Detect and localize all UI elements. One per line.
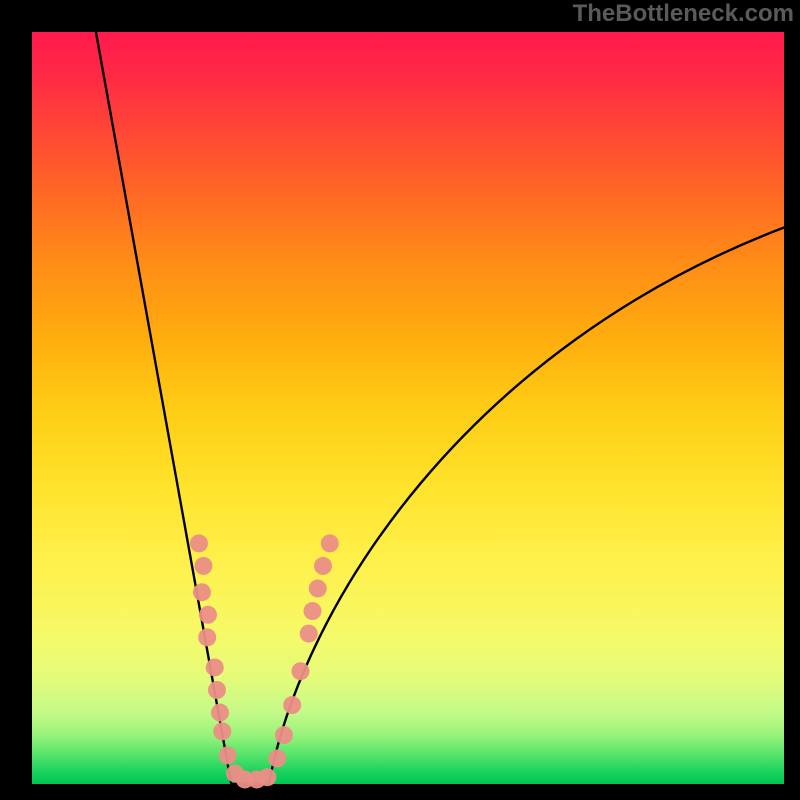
marker-dot [211, 704, 229, 722]
marker-dot [193, 583, 211, 601]
marker-dot [268, 749, 286, 767]
marker-dot [291, 662, 309, 680]
marker-dot [303, 602, 321, 620]
marker-dot [208, 681, 226, 699]
marker-dot [275, 726, 293, 744]
marker-dot [190, 534, 208, 552]
marker-dot [321, 534, 339, 552]
gradient-plot-area [32, 32, 784, 784]
chart-stage: TheBottleneck.com [0, 0, 800, 800]
marker-dot [198, 628, 216, 646]
bottleneck-chart-svg [0, 0, 800, 800]
marker-dot [314, 557, 332, 575]
marker-dot [309, 579, 327, 597]
marker-dot [194, 557, 212, 575]
marker-dot [300, 625, 318, 643]
marker-dot [283, 696, 301, 714]
marker-dot [258, 768, 276, 786]
marker-dot [213, 722, 231, 740]
marker-dot [199, 606, 217, 624]
marker-dot [206, 658, 224, 676]
marker-dot [219, 746, 237, 764]
